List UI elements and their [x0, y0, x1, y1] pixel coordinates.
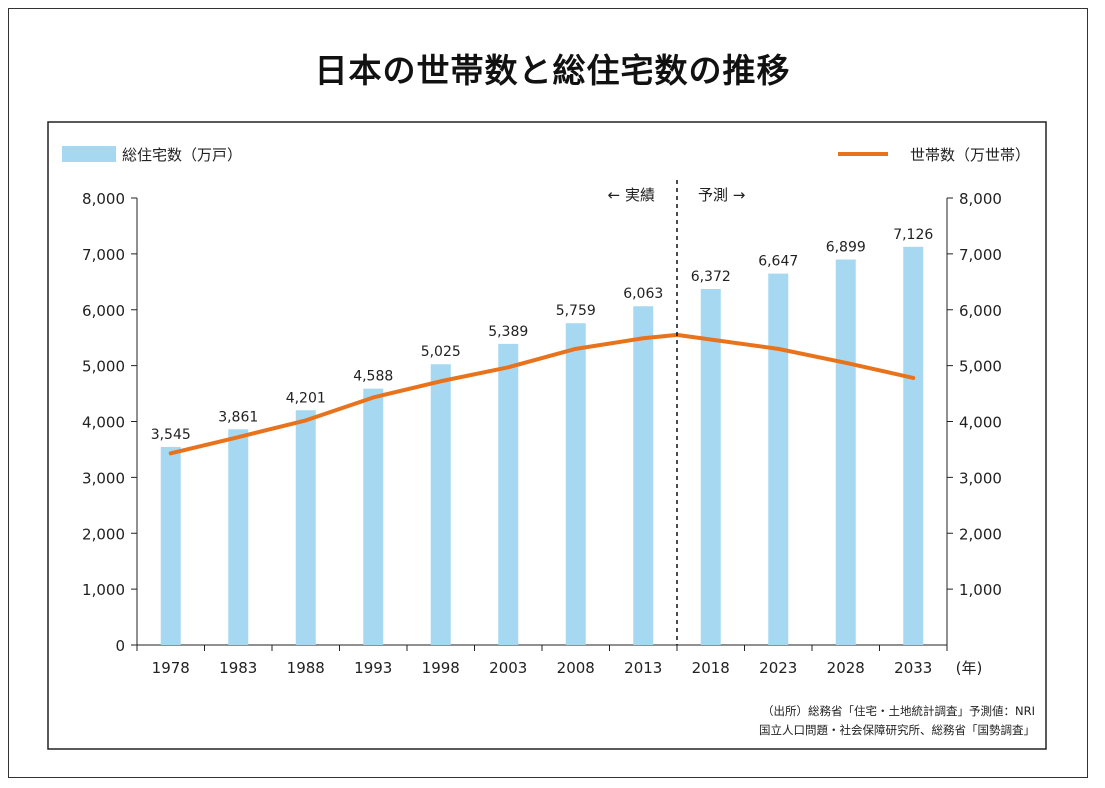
x-tick-label: 1993	[354, 659, 392, 677]
bar-value-label: 6,063	[623, 286, 663, 302]
bar-value-label: 5,025	[421, 344, 461, 360]
bar-value-label: 4,588	[353, 369, 393, 385]
x-tick-label: 1983	[219, 659, 257, 677]
bar-value-label: 5,759	[556, 303, 596, 319]
y-tick-label-left: 8,000	[82, 190, 125, 208]
legend-line-label: 世帯数（万世帯）	[910, 146, 1030, 164]
x-tick-label: 1978	[152, 659, 190, 677]
x-axis-unit: (年)	[956, 659, 983, 677]
y-tick-label-right: 4,000	[959, 414, 1002, 432]
x-tick-label: 2028	[827, 659, 865, 677]
bar	[430, 364, 451, 645]
outer-frame	[8, 8, 1088, 778]
y-tick-label-left: 7,000	[82, 246, 125, 264]
y-tick-label-left: 2,000	[82, 525, 125, 543]
actual-label: ← 実績	[608, 186, 655, 204]
bar	[228, 429, 249, 645]
x-tick-label: 2008	[557, 659, 595, 677]
household-line	[168, 332, 916, 456]
y-axis-right: 1,000 2,000 3,000 4,000 5,000 6,000 7,000 8,000	[946, 190, 1002, 645]
y-tick-label-left: 1,000	[82, 581, 125, 599]
y-tick-label-left: 3,000	[82, 469, 125, 487]
bar-value-label: 6,372	[691, 269, 731, 285]
bar	[295, 410, 316, 645]
x-tick-label: 2003	[489, 659, 527, 677]
bar-value-label: 6,647	[758, 254, 798, 270]
y-tick-label-left: 4,000	[82, 414, 125, 432]
y-tick-label-right: 7,000	[959, 246, 1002, 264]
y-axis-left: 0 1,000 2,000 3,000 4,000 5,000 6,000 7,000 8,00…	[82, 190, 138, 655]
x-tick-label: 2033	[894, 659, 932, 677]
bar-value-label: 4,201	[286, 390, 326, 406]
x-tick-label: 2023	[759, 659, 797, 677]
line-series	[168, 332, 916, 456]
bar-value-label: 3,545	[151, 427, 191, 443]
y-tick-label-right: 8,000	[959, 190, 1002, 208]
y-tick-label-right: 2,000	[959, 525, 1002, 543]
bar	[835, 259, 856, 645]
chart-border	[47, 121, 1047, 750]
bar	[633, 306, 654, 645]
x-tick-label: 1988	[287, 659, 325, 677]
y-tick-label-left: 0	[115, 637, 125, 655]
y-tick-label-right: 6,000	[959, 302, 1002, 320]
x-axis: 1978 1983 1988 1993 1998 2003 2008 2013 2018 2023…	[136, 644, 983, 677]
forecast-label: 予測 →	[698, 186, 745, 204]
y-tick-label-right: 3,000	[959, 469, 1002, 487]
bar-value-label: 6,899	[826, 240, 866, 256]
source-note-line1: （出所）総務省「住宅・土地統計調査」予測値：NRI	[762, 704, 1035, 718]
bar-value-label: 7,126	[893, 227, 933, 243]
source-note-line2: 国立人口問題・社会保障研究所、総務省「国勢調査」	[759, 723, 1035, 737]
bar-series	[160, 246, 924, 645]
bar	[498, 343, 519, 645]
bar-value-label: 3,861	[218, 409, 258, 425]
bar	[565, 323, 586, 645]
y-tick-label-right: 5,000	[959, 358, 1002, 376]
x-tick-label: 2013	[624, 659, 662, 677]
bar	[903, 246, 924, 645]
bar	[160, 446, 181, 645]
y-tick-label-left: 5,000	[82, 358, 125, 376]
bar-value-label: 5,389	[488, 324, 528, 340]
x-tick-label: 2018	[692, 659, 730, 677]
page-title: 日本の世帯数と総住宅数の推移	[314, 51, 791, 90]
bar	[768, 273, 789, 645]
y-tick-label-left: 6,000	[82, 302, 125, 320]
x-tick-label: 1998	[422, 659, 460, 677]
bar	[700, 288, 721, 645]
legend-bar-label: 総住宅数（万戸）	[122, 146, 242, 164]
bar-value-labels: 3,545 3,861 4,201 4,588 5,025 5,389 5,759 6,063…	[151, 227, 934, 443]
bar	[363, 388, 384, 645]
y-tick-label-right: 1,000	[959, 581, 1002, 599]
legend-bar-swatch	[62, 146, 116, 162]
